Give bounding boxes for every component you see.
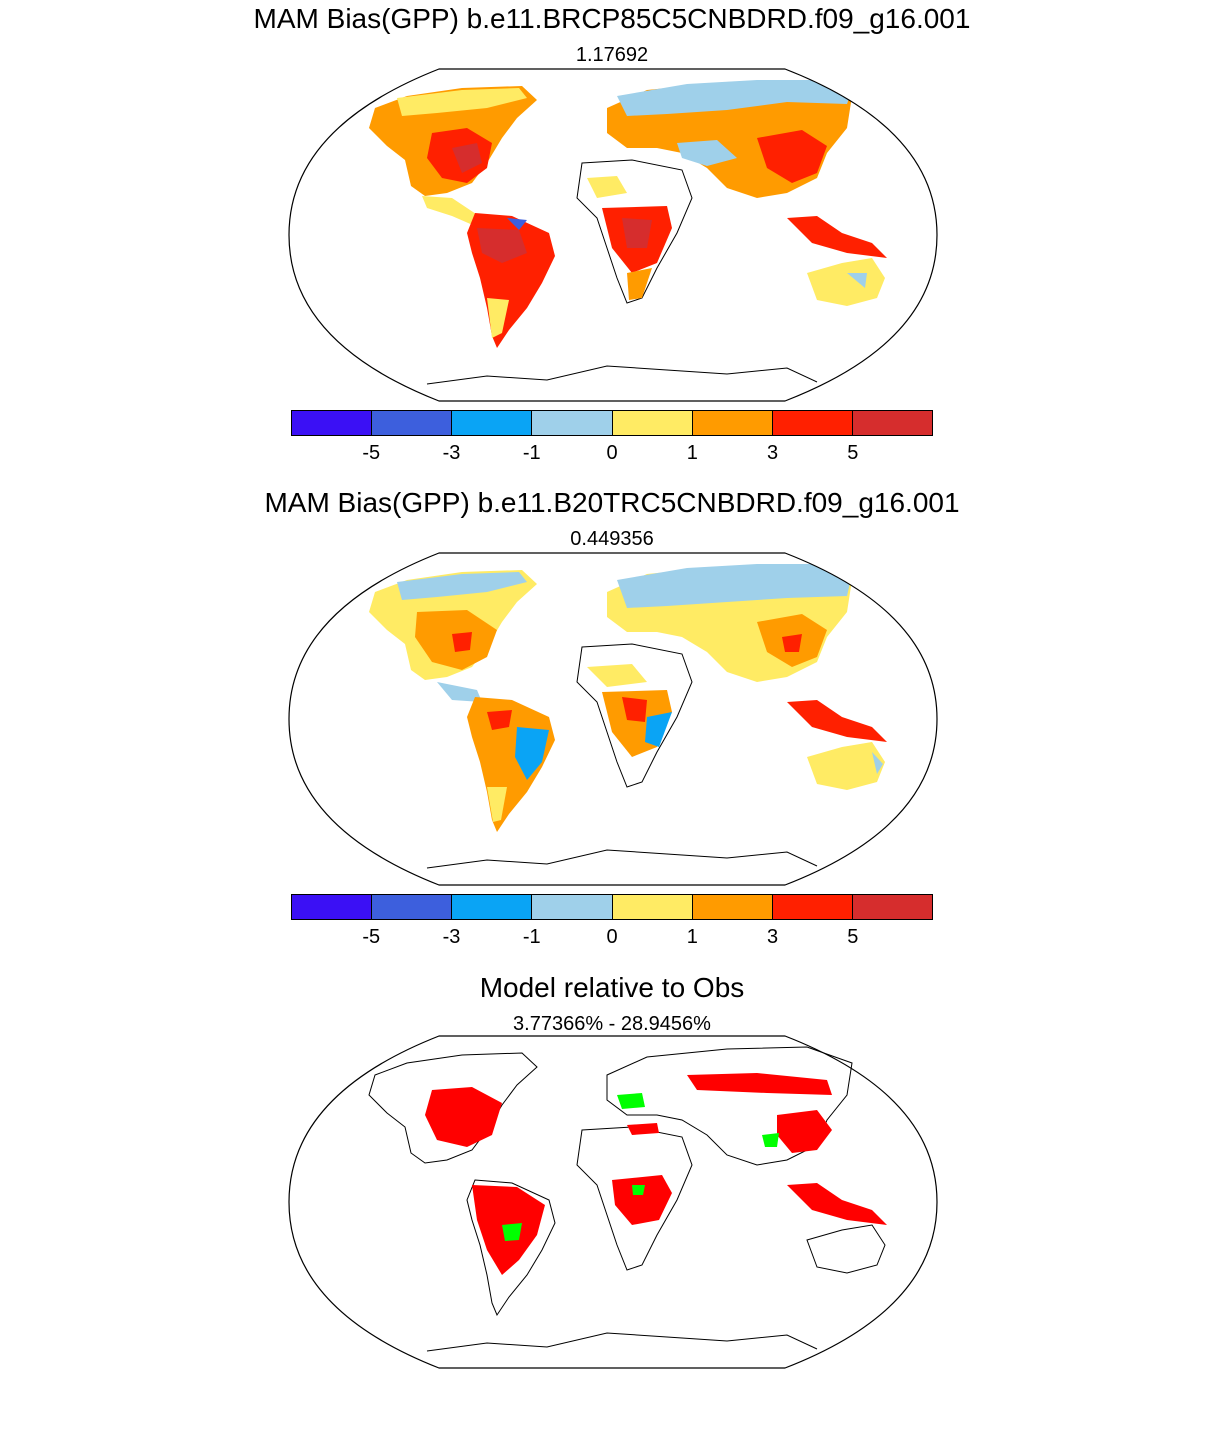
colorbar-label: -3 bbox=[442, 926, 461, 948]
colorbar-box bbox=[772, 411, 853, 435]
panel1-colorbar-labels: -5 -3 -1 0 1 3 5 bbox=[291, 442, 933, 468]
colorbar-label: 3 bbox=[766, 926, 779, 948]
colorbar-box bbox=[532, 411, 613, 435]
south-america-land bbox=[467, 697, 555, 832]
colorbar-box bbox=[372, 411, 453, 435]
panel1-globe-outline bbox=[288, 68, 938, 402]
colorbar-box bbox=[692, 411, 773, 435]
colorbar-box bbox=[292, 411, 373, 435]
panel3-subtitle: 3.77366% - 28.9456% bbox=[513, 1013, 711, 1035]
colorbar-box bbox=[532, 895, 613, 919]
panel3-map bbox=[288, 1035, 938, 1369]
panel1-subtitle: 1.17692 bbox=[575, 44, 649, 66]
australia-land bbox=[807, 742, 885, 790]
colorbar-box bbox=[692, 895, 773, 919]
colorbar-label: 3 bbox=[766, 442, 779, 464]
colorbar-box bbox=[772, 895, 853, 919]
panel2-subtitle: 0.449356 bbox=[570, 528, 654, 550]
colorbar-label: -1 bbox=[522, 926, 541, 948]
colorbar-label: 0 bbox=[606, 926, 618, 948]
colorbar-label: -1 bbox=[522, 442, 541, 464]
panel2-colorbar bbox=[291, 894, 933, 920]
panel2-title: MAM Bias(GPP) b.e11.B20TRC5CNBDRD.f09_g1… bbox=[264, 487, 960, 518]
colorbar-box bbox=[612, 895, 693, 919]
worse-regions bbox=[425, 1073, 887, 1275]
colorbar-label: -5 bbox=[362, 442, 381, 464]
australia-land bbox=[807, 258, 885, 306]
colorbar-label: 1 bbox=[686, 926, 698, 948]
colorbar-label: 5 bbox=[847, 442, 859, 464]
panel1-colorbar bbox=[291, 410, 933, 436]
colorbar-box bbox=[452, 411, 533, 435]
panel1-map bbox=[288, 68, 938, 402]
colorbar-label: -3 bbox=[442, 442, 461, 464]
colorbar-box bbox=[852, 895, 932, 919]
colorbar-label: -5 bbox=[362, 926, 381, 948]
panel3-title: Model relative to Obs bbox=[479, 972, 745, 1003]
colorbar-box bbox=[452, 895, 533, 919]
colorbar-box bbox=[292, 895, 373, 919]
panel2-colorbar-labels: -5 -3 -1 0 1 3 5 bbox=[291, 926, 933, 952]
colorbar-box bbox=[372, 895, 453, 919]
colorbar-box bbox=[612, 411, 693, 435]
colorbar-box bbox=[852, 411, 932, 435]
panel2-globe-outline bbox=[288, 552, 938, 886]
panel2-map bbox=[288, 552, 938, 886]
colorbar-label: 1 bbox=[686, 442, 698, 464]
panel1-title: MAM Bias(GPP) b.e11.BRCP85C5CNBDRD.f09_g… bbox=[253, 3, 971, 34]
better-regions bbox=[502, 1093, 779, 1241]
panel3-globe-outline bbox=[288, 1035, 938, 1369]
colorbar-label: 5 bbox=[847, 926, 859, 948]
colorbar-label: 0 bbox=[606, 442, 618, 464]
